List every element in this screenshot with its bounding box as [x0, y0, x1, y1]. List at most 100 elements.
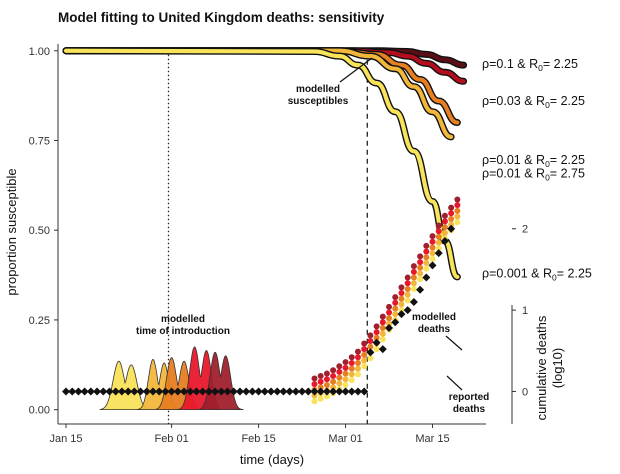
reported-death-point	[429, 261, 437, 269]
modelled-death-point	[454, 208, 460, 214]
introduction-densities	[100, 347, 243, 410]
modelled-death-point	[398, 301, 404, 307]
modelled-death-point	[361, 363, 367, 369]
axis-ticks: Jan 15 Feb 01 Feb 15 Mar 01 Mar 150.000.250.…	[29, 46, 529, 445]
modelled-death-point	[380, 336, 386, 342]
annotation-line: modelled	[296, 84, 340, 95]
modelled-death-point	[343, 376, 349, 382]
x-tick-label: Mar 01	[328, 433, 362, 445]
modelled-death-point	[448, 205, 454, 211]
label-rho-0.001: ρ=0.001 & R0= 2.25	[482, 266, 592, 282]
y2-axis-title-line2: (log10)	[550, 348, 565, 388]
modelled-death-point	[311, 375, 317, 381]
y-tick-label: 0.75	[29, 135, 50, 147]
modelled-death-point	[349, 366, 355, 372]
modelled-death-point	[361, 352, 367, 358]
modelled-death-point	[423, 254, 429, 260]
y2-tick-label: 1	[522, 305, 528, 317]
y2-tick-label: 0	[522, 386, 528, 398]
modelled-death-point	[349, 371, 355, 377]
modelled-death-point	[361, 346, 367, 352]
label-rho-0.01-275: ρ=0.01 & R0= 2.75	[482, 167, 585, 183]
modelled-death-point	[417, 270, 423, 276]
sensitivity-figure: Model fitting to United Kingdom deaths: …	[0, 0, 620, 474]
x-axis-title: time (days)	[240, 452, 304, 467]
modelled-death-point	[367, 338, 373, 344]
y-tick-label: 0.25	[29, 315, 50, 327]
modelled-death-point	[324, 382, 330, 388]
reported-death-point	[435, 249, 443, 257]
annotation-line: modelled	[412, 312, 456, 323]
modelled-death-point	[398, 284, 404, 290]
reported-death-point	[373, 339, 381, 347]
modelled-death-point	[380, 319, 386, 325]
modelled-death-point	[454, 196, 460, 202]
annotation-line: reported	[449, 392, 490, 403]
y-tick-label: 0.50	[29, 225, 50, 237]
modelled-death-point	[311, 381, 317, 387]
modelled-death-point	[398, 290, 404, 296]
x-tick-label: Feb 01	[154, 433, 188, 445]
susceptible-curves	[66, 51, 464, 277]
modelled-death-point	[330, 373, 336, 379]
modelled-death-point	[349, 377, 355, 383]
modelled-death-point	[405, 275, 411, 281]
curve-rho-0-001-r0-2-25	[66, 51, 457, 277]
y2-axis-title-line1: cumulative deaths	[534, 315, 549, 420]
modelled-death-point	[380, 325, 386, 331]
modelled-death-point	[436, 234, 442, 240]
modelled-death-point	[423, 249, 429, 255]
modelled-death-point	[367, 332, 373, 338]
annotation-modelled-introduction: modelled time of introduction	[136, 314, 230, 337]
modelled-death-point	[361, 340, 367, 346]
annotation-line: deaths	[418, 324, 451, 335]
modelled-death-point	[430, 244, 436, 250]
modelled-death-point	[436, 222, 442, 228]
chart-title: Model fitting to United Kingdom deaths: …	[58, 10, 385, 25]
x-tick-label: Jan 15	[49, 433, 82, 445]
modelled-death-point	[405, 280, 411, 286]
modelled-death-point	[386, 315, 392, 321]
modelled-death-point	[405, 286, 411, 292]
modelled-death-point	[324, 376, 330, 382]
annotation-line: modelled	[161, 314, 205, 325]
modelled-deaths-points	[311, 196, 460, 404]
modelled-death-point	[343, 359, 349, 365]
modelled-death-point	[417, 276, 423, 282]
modelled-death-point	[430, 256, 436, 262]
modelled-death-point	[430, 250, 436, 256]
annotation-modelled-deaths: modelled deaths	[412, 312, 462, 350]
modelled-death-point	[411, 269, 417, 275]
y-tick-label: 0.00	[29, 405, 50, 417]
annotation-pointer	[447, 376, 462, 390]
modelled-death-point	[442, 213, 448, 219]
modelled-death-point	[336, 375, 342, 381]
modelled-death-point	[436, 228, 442, 234]
modelled-death-point	[355, 349, 361, 355]
modelled-death-point	[349, 354, 355, 360]
reported-death-point	[379, 345, 387, 353]
annotation-line: susceptibles	[288, 96, 349, 107]
modelled-death-point	[442, 224, 448, 230]
annotation-line: time of introduction	[136, 326, 230, 337]
modelled-death-point	[442, 230, 448, 236]
reported-death-point	[422, 274, 430, 282]
modelled-death-point	[448, 210, 454, 216]
modelled-death-point	[436, 240, 442, 246]
reported-death-point	[447, 225, 455, 233]
reported-death-point	[404, 306, 412, 314]
modelled-death-point	[417, 265, 423, 271]
reported-death-point	[410, 298, 418, 306]
curve-outline-rho-0-001-r0-2-25	[66, 51, 457, 277]
x-tick-label: Feb 15	[241, 433, 275, 445]
reported-death-point	[416, 286, 424, 294]
modelled-death-point	[392, 294, 398, 300]
modelled-death-point	[423, 260, 429, 266]
modelled-death-point	[330, 379, 336, 385]
label-rho-0.1: ρ=0.1 & R0= 2.25	[482, 57, 578, 73]
modelled-death-point	[392, 305, 398, 311]
modelled-death-point	[374, 323, 380, 329]
modelled-death-point	[430, 239, 436, 245]
modelled-death-point	[336, 369, 342, 375]
modelled-death-point	[392, 311, 398, 317]
